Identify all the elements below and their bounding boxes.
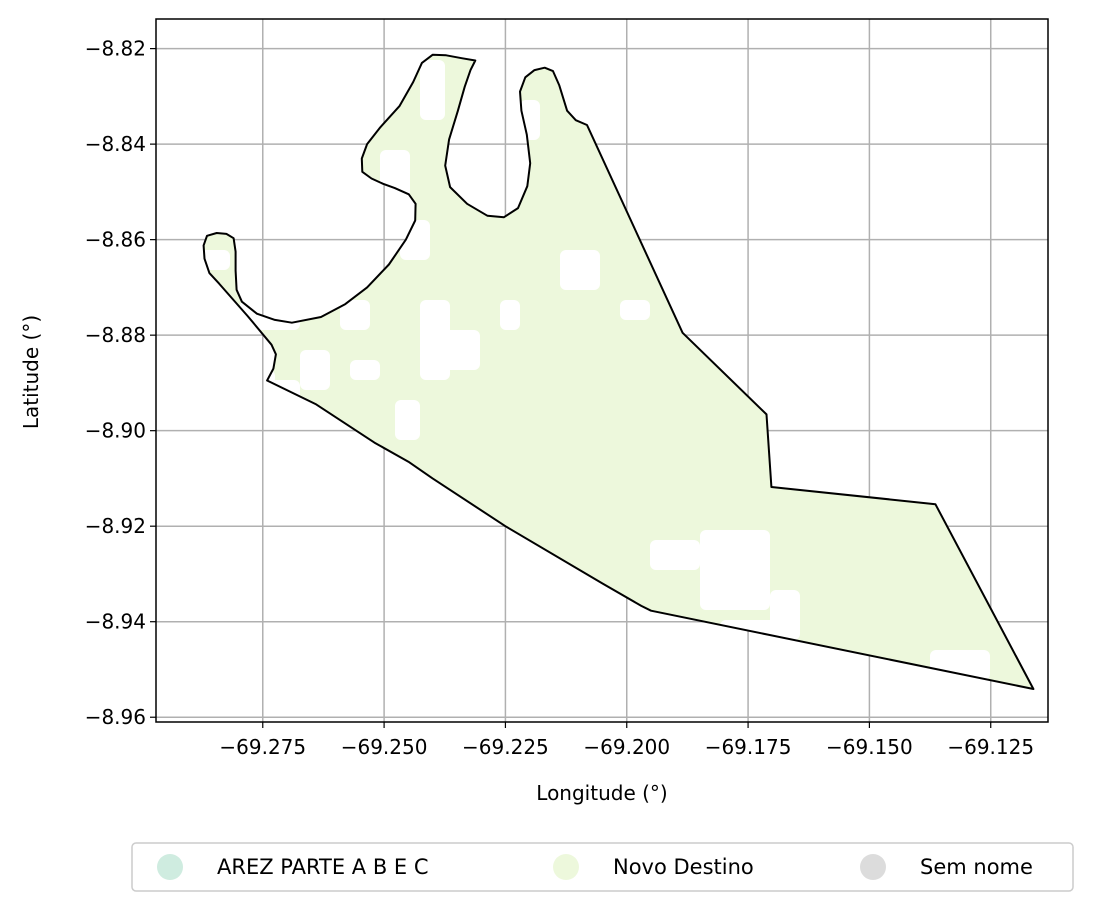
unfilled-patch xyxy=(500,300,520,330)
region-boundary xyxy=(202,53,1035,690)
legend-frame xyxy=(131,842,1074,892)
y-tick-label: −8.92 xyxy=(85,514,146,538)
y-tick-label: −8.88 xyxy=(85,323,146,347)
novo-destino-fill xyxy=(203,54,1034,690)
x-tick-label: −69.150 xyxy=(826,735,913,759)
y-tick-label: −8.90 xyxy=(85,419,146,443)
x-tick-label: −69.200 xyxy=(583,735,670,759)
x-tick-label: −69.250 xyxy=(341,735,428,759)
legend-swatch-arez xyxy=(157,854,183,880)
x-axis-ticks: −69.275 −69.250 −69.225 −69.200 −69.175 −69.1… xyxy=(219,722,1034,759)
y-axis-label: Latitude (°) xyxy=(19,315,43,429)
unfilled-patch xyxy=(620,300,650,320)
x-tick-label: −69.225 xyxy=(462,735,549,759)
unfilled-patch xyxy=(650,540,700,570)
y-tick-label: −8.94 xyxy=(85,610,146,634)
y-tick-label: −8.96 xyxy=(85,705,146,729)
x-tick-label: −69.275 xyxy=(219,735,306,759)
legend: AREZ PARTE A B E C Novo Destino Sem nome xyxy=(131,842,1074,892)
y-tick-label: −8.82 xyxy=(85,37,146,61)
unfilled-patch xyxy=(700,530,770,610)
legend-label-arez: AREZ PARTE A B E C xyxy=(217,855,429,879)
unfilled-patch xyxy=(395,400,420,440)
unfilled-patch xyxy=(420,60,445,120)
y-axis-ticks: −8.82 −8.84 −8.86 −8.88 −8.90 −8.92 −8.94 −8.96 xyxy=(85,37,156,729)
unfilled-patch xyxy=(440,330,480,370)
legend-label-sem-nome: Sem nome xyxy=(920,855,1033,879)
legend-swatch-novo-destino xyxy=(553,854,579,880)
x-tick-label: −69.175 xyxy=(705,735,792,759)
unfilled-patch xyxy=(560,250,600,290)
legend-swatch-sem-nome xyxy=(860,854,886,880)
unfilled-patch xyxy=(340,300,370,330)
unfilled-patch xyxy=(300,350,330,390)
y-tick-label: −8.84 xyxy=(85,132,146,156)
unfilled-patch xyxy=(350,360,380,380)
x-tick-label: −69.125 xyxy=(947,735,1034,759)
legend-label-novo-destino: Novo Destino xyxy=(613,855,754,879)
x-axis-label: Longitude (°) xyxy=(536,781,667,805)
axes-frame xyxy=(155,18,1049,723)
y-tick-label: −8.86 xyxy=(85,228,146,252)
